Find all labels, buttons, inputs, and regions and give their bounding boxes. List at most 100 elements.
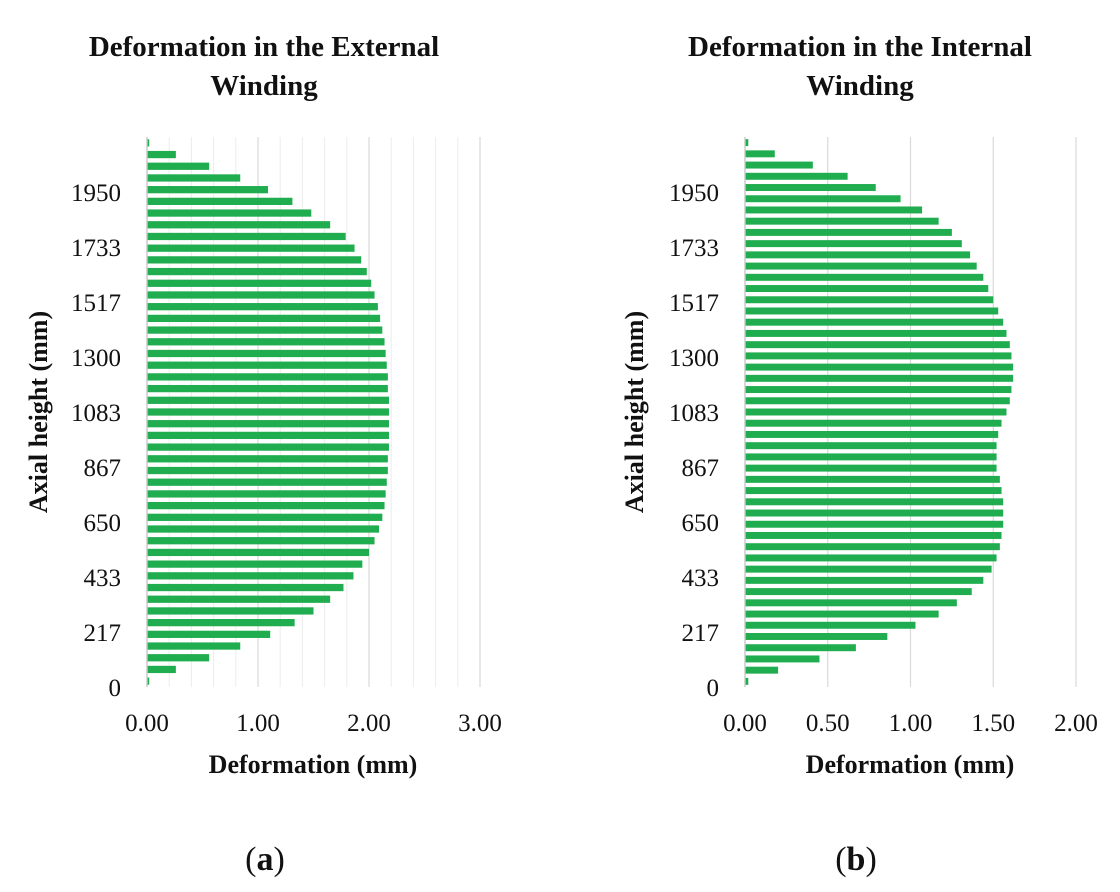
bar: [147, 443, 389, 451]
chart-title-line-2: Winding: [806, 70, 914, 102]
bar: [745, 352, 1012, 360]
bar: [745, 419, 1002, 427]
bar: [147, 431, 389, 440]
bar: [147, 314, 381, 323]
bar: [147, 150, 176, 159]
bar: [745, 655, 820, 663]
bar: [147, 186, 268, 194]
y-tick-label: 1083: [669, 400, 719, 427]
bar: [147, 291, 375, 299]
y-tick-label: 1733: [71, 235, 121, 262]
y-tick-label: 0: [707, 675, 720, 702]
bar: [147, 209, 312, 217]
y-tick-label: 650: [682, 510, 720, 537]
bar: [147, 162, 210, 170]
bar: [147, 244, 355, 252]
bar: [745, 296, 994, 304]
bars: [147, 139, 389, 685]
y-tick-label: 433: [84, 565, 122, 592]
bar: [147, 583, 344, 592]
y-tick-label: 1517: [669, 290, 719, 317]
bar: [147, 677, 150, 685]
bar: [745, 184, 876, 191]
bar: [745, 599, 957, 607]
bar: [745, 195, 901, 203]
bar: [745, 487, 1002, 495]
x-axis-label: Deformation (mm): [209, 750, 418, 779]
y-tick-label: 1300: [71, 345, 121, 372]
bar: [745, 161, 813, 169]
y-tick-label: 433: [682, 565, 720, 592]
bar: [147, 197, 293, 205]
y-tick-label: 217: [84, 620, 122, 647]
bar: [745, 543, 1000, 551]
y-tick-labels: 0 217 433 650 867 1083 1300 1517 1733 1950: [71, 180, 121, 702]
bar: [147, 256, 362, 264]
bar: [147, 267, 367, 276]
chart-title-line-2: Winding: [210, 70, 318, 102]
bar: [745, 172, 848, 180]
bar: [745, 139, 749, 147]
bar: [147, 595, 331, 603]
x-tick-label: 2.00: [1054, 710, 1098, 737]
bar: [147, 513, 383, 521]
bar: [147, 384, 388, 393]
y-tick-label: 1517: [71, 290, 121, 317]
x-tick-label: 1.00: [236, 710, 280, 737]
bar: [147, 338, 385, 346]
bar: [745, 531, 1002, 539]
bar: [147, 349, 386, 358]
chart-title-line-1: Deformation in the Internal: [688, 31, 1032, 63]
bar: [147, 560, 363, 568]
bar: [745, 666, 779, 674]
x-tick-label: 1.00: [889, 710, 933, 737]
x-axis-label: Deformation (mm): [806, 750, 1015, 779]
panel-label-a: (a): [245, 841, 285, 878]
x-tick-labels: 0.00 0.50 1.00 1.50 2.00: [723, 710, 1098, 737]
bar: [147, 303, 378, 311]
bar: [745, 565, 992, 573]
bar: [147, 420, 389, 428]
bar: [745, 576, 984, 584]
y-axis-label: Axial height (mm): [620, 311, 649, 513]
bar: [745, 453, 997, 461]
bar: [745, 475, 1000, 483]
bar: [745, 329, 1007, 337]
x-tick-label: 0.50: [806, 710, 850, 737]
bar: [147, 466, 388, 475]
bar: [147, 642, 241, 650]
bar: [147, 232, 346, 241]
y-tick-label: 1950: [669, 180, 719, 207]
x-tick-label: 1.50: [971, 710, 1015, 737]
bar: [147, 572, 354, 580]
y-axis-label: Axial height (mm): [24, 311, 53, 513]
bar: [147, 139, 150, 147]
chart-panel-a: Deformation in the External Winding 0 217…: [24, 31, 502, 878]
bar: [745, 273, 984, 281]
y-tick-label: 1083: [71, 400, 121, 427]
bar: [745, 363, 1014, 371]
bar: [147, 537, 375, 545]
bar: [745, 228, 952, 236]
bar: [745, 554, 997, 562]
bar: [147, 221, 331, 229]
bar: [745, 677, 749, 685]
bar: [745, 464, 997, 472]
bar: [147, 478, 387, 486]
bar: [745, 430, 999, 438]
bar: [147, 490, 386, 498]
y-tick-label: 1300: [669, 345, 719, 372]
bar: [147, 665, 176, 674]
bar: [745, 498, 1004, 506]
bar: [147, 607, 314, 615]
bar: [147, 501, 385, 510]
chart-title-line-1: Deformation in the External: [89, 31, 439, 63]
bar: [147, 548, 369, 557]
bar: [745, 509, 1004, 517]
y-tick-label: 0: [109, 675, 122, 702]
y-tick-label: 217: [682, 620, 720, 647]
bar: [147, 630, 271, 638]
bar: [147, 373, 388, 381]
bar: [147, 326, 383, 334]
